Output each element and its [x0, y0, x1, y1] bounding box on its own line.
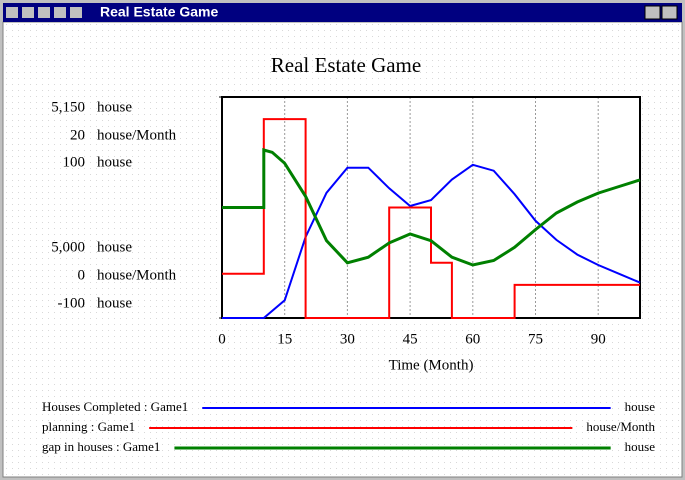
x-tick-label: 30 — [340, 331, 355, 347]
close-button[interactable] — [661, 5, 678, 20]
x-tick-label: 0 — [218, 331, 226, 347]
legend-unit: house — [625, 399, 656, 414]
title-bar-bg — [3, 3, 682, 22]
y-tick-unit: house/Month — [97, 127, 177, 143]
print-icon[interactable] — [38, 7, 50, 18]
x-axis-title: Time (Month) — [389, 357, 474, 373]
y-tick-label: 5,000 — [51, 239, 85, 255]
series-line — [222, 148, 641, 267]
legend-label: planning : Game1 — [42, 419, 135, 434]
copy-icon[interactable] — [54, 7, 66, 18]
x-tick-label: 15 — [277, 331, 292, 347]
title-bar: Real Estate Game — [3, 3, 682, 22]
y-tick-label: 5,150 — [51, 99, 85, 115]
y-tick-unit: house — [97, 99, 132, 115]
y-tick-unit: house — [97, 295, 132, 311]
x-tick-label: 75 — [528, 331, 543, 347]
legend-unit: house — [625, 439, 656, 454]
x-tick-label: 60 — [465, 331, 480, 347]
legend-label: gap in houses : Game1 — [42, 439, 160, 454]
save-icon[interactable] — [70, 7, 82, 18]
y-tick-unit: house/Month — [97, 267, 177, 283]
maximize-button[interactable] — [644, 5, 661, 20]
lock-icon[interactable] — [22, 7, 34, 18]
x-tick-label: 45 — [403, 331, 418, 347]
chart-title: Real Estate Game — [271, 53, 421, 77]
y-tick-unit: house — [97, 239, 132, 255]
y-tick-label: 20 — [70, 127, 85, 143]
legend-unit: house/Month — [586, 419, 655, 434]
y-tick-unit: house — [97, 154, 132, 170]
legend-label: Houses Completed : Game1 — [42, 399, 188, 414]
window-title: Real Estate Game — [100, 4, 218, 20]
menu-icon[interactable] — [6, 7, 18, 18]
series-line — [222, 163, 641, 319]
x-tick-label: 90 — [591, 331, 606, 347]
y-tick-label: 0 — [78, 267, 86, 283]
y-tick-label: -100 — [58, 295, 86, 311]
series-line — [222, 118, 640, 319]
y-tick-label: 100 — [63, 154, 86, 170]
